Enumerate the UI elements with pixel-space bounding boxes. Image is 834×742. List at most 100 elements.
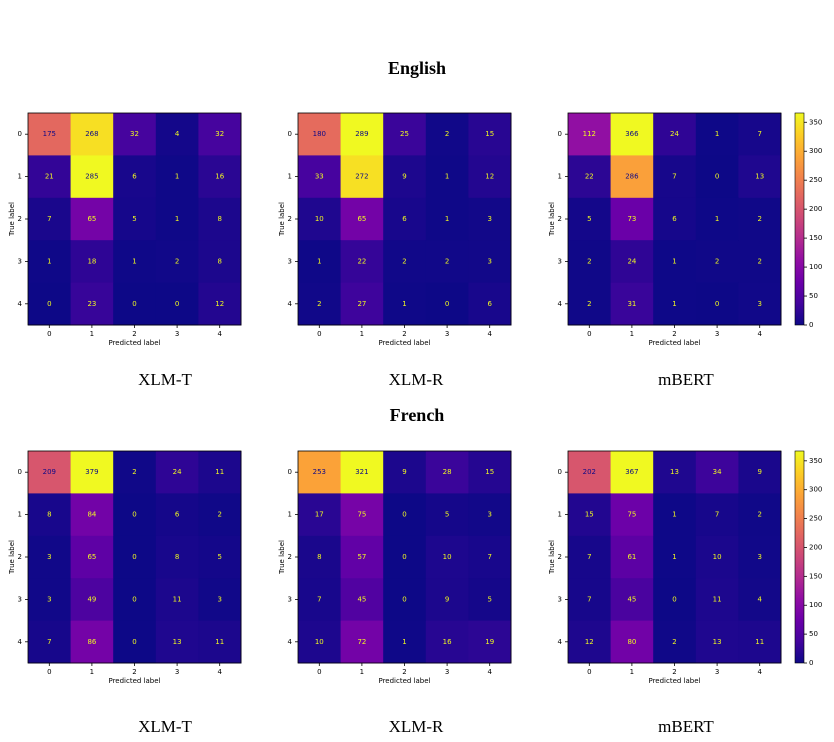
cell-label: 175 xyxy=(43,130,56,138)
cell-label: 34 xyxy=(713,468,722,476)
cell-label: 4 xyxy=(757,595,762,603)
cell-label: 2 xyxy=(672,638,676,646)
y-axis-label: True label xyxy=(278,202,286,237)
cell-label: 5 xyxy=(487,595,491,603)
heatmap-cell xyxy=(653,493,697,537)
heatmap-cell xyxy=(113,197,157,241)
heatmap-cell xyxy=(28,493,72,537)
heatmap-cell xyxy=(198,578,242,622)
cell-label: 45 xyxy=(357,595,366,603)
heatmap-cell xyxy=(28,535,72,579)
x-axis-label: Predicted label xyxy=(108,677,160,685)
cell-label: 2 xyxy=(445,257,449,265)
heatmap-cell xyxy=(155,620,199,664)
x-tick-label: 1 xyxy=(630,668,634,676)
cell-label: 268 xyxy=(85,130,98,138)
colorbar-tick-label: 0 xyxy=(809,659,813,667)
heatmap-cell xyxy=(568,535,612,579)
x-tick-label: 2 xyxy=(132,668,136,676)
cell-label: 32 xyxy=(215,130,224,138)
cell-label: 2 xyxy=(715,257,719,265)
cell-label: 0 xyxy=(402,553,406,561)
x-axis-label: Predicted label xyxy=(648,339,700,347)
cell-label: 7 xyxy=(487,553,491,561)
heatmap-cell xyxy=(383,578,427,622)
heatmap-cell xyxy=(610,451,654,494)
heatmap-cell xyxy=(568,578,612,622)
cell-label: 0 xyxy=(132,638,136,646)
heatmap-cell xyxy=(468,197,512,241)
heatmap-cell xyxy=(113,282,157,326)
y-tick-label: 4 xyxy=(18,300,23,308)
cell-label: 80 xyxy=(627,638,636,646)
heatmap-cell xyxy=(70,240,114,284)
heatmap-cell xyxy=(653,535,697,579)
heatmap-cell xyxy=(155,578,199,622)
cell-label: 0 xyxy=(672,595,676,603)
heatmap-cell xyxy=(610,620,654,664)
heatmap-cell xyxy=(738,620,782,664)
x-tick-label: 3 xyxy=(175,668,179,676)
x-axis-label: Predicted label xyxy=(378,677,430,685)
cell-label: 1 xyxy=(402,300,406,308)
cell-label: 112 xyxy=(583,130,596,138)
heatmap-cell xyxy=(298,155,342,199)
heatmap-cell xyxy=(340,535,384,579)
heatmap-cell xyxy=(653,578,697,622)
cell-label: 3 xyxy=(47,553,51,561)
cell-label: 7 xyxy=(47,215,51,223)
heatmap-cell xyxy=(340,240,384,284)
heatmap-cell xyxy=(468,620,512,664)
x-tick-label: 3 xyxy=(715,330,719,338)
cell-label: 0 xyxy=(445,300,449,308)
y-tick-label: 0 xyxy=(558,468,562,476)
cell-label: 18 xyxy=(87,257,96,265)
heatmap-cell xyxy=(425,240,469,284)
colorbar-tick-label: 50 xyxy=(809,630,818,638)
cell-label: 27 xyxy=(357,300,366,308)
cell-label: 5 xyxy=(587,215,591,223)
y-axis-label: True label xyxy=(8,202,16,237)
section-heading: French xyxy=(390,405,445,425)
heatmap-cell xyxy=(468,451,512,494)
x-tick-label: 3 xyxy=(175,330,179,338)
colorbar-tick-label: 200 xyxy=(809,205,822,213)
cell-label: 10 xyxy=(713,553,722,561)
y-tick-label: 2 xyxy=(558,215,562,223)
heatmap-cell xyxy=(610,282,654,326)
heatmap-cell xyxy=(610,197,654,241)
y-tick-label: 2 xyxy=(18,215,22,223)
cell-label: 21 xyxy=(45,173,54,181)
y-tick-label: 1 xyxy=(558,173,562,181)
heatmap-cell xyxy=(28,578,72,622)
cell-label: 6 xyxy=(487,300,492,308)
heatmap-cell xyxy=(653,197,697,241)
x-axis-label: Predicted label xyxy=(108,339,160,347)
cell-label: 4 xyxy=(175,130,180,138)
x-axis-label: Predicted label xyxy=(378,339,430,347)
heatmap-cell xyxy=(738,578,782,622)
heatmap-cell xyxy=(155,197,199,241)
y-tick-label: 0 xyxy=(18,130,22,138)
cell-label: 73 xyxy=(627,215,636,223)
heatmap-cell xyxy=(695,155,739,199)
heatmap-cell xyxy=(383,535,427,579)
colorbar-tick-label: 200 xyxy=(809,543,822,551)
heatmap-cell xyxy=(383,155,427,199)
heatmap-cell xyxy=(113,493,157,537)
section-heading: English xyxy=(388,58,446,78)
cell-label: 75 xyxy=(627,511,636,519)
heatmap-cell xyxy=(340,451,384,494)
cell-label: 10 xyxy=(315,215,324,223)
cell-label: 0 xyxy=(47,300,51,308)
heatmap-cell xyxy=(70,451,114,494)
cell-label: 6 xyxy=(672,215,677,223)
cell-label: 286 xyxy=(625,173,639,181)
heatmap-cell xyxy=(568,197,612,241)
heatmap-cell xyxy=(568,240,612,284)
heatmap-cell xyxy=(113,240,157,284)
x-tick-label: 0 xyxy=(317,668,321,676)
cell-label: 1 xyxy=(715,130,719,138)
heatmap-cell xyxy=(70,535,114,579)
